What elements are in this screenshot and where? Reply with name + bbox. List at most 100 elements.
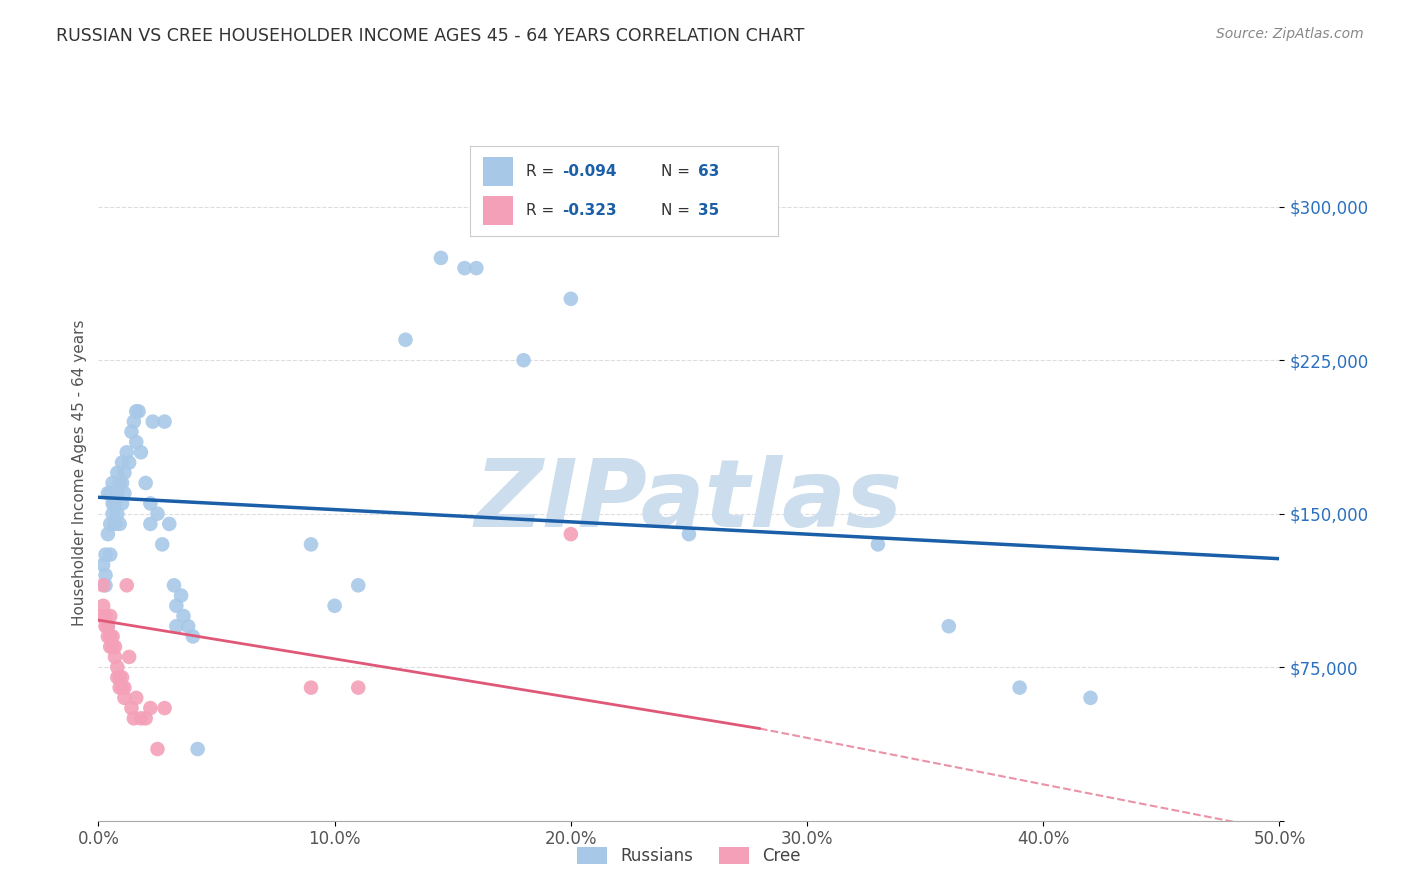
Point xyxy=(101,475,124,490)
Point xyxy=(146,742,169,756)
Point xyxy=(111,456,134,470)
Point xyxy=(111,681,134,695)
Text: Source: ZipAtlas.com: Source: ZipAtlas.com xyxy=(1216,27,1364,41)
Point xyxy=(347,681,370,695)
Point xyxy=(165,599,187,613)
Point xyxy=(142,415,165,429)
Point xyxy=(394,333,416,347)
Point xyxy=(98,630,121,644)
Point xyxy=(104,496,127,510)
Point xyxy=(111,670,134,684)
Point xyxy=(105,507,128,521)
Point xyxy=(139,701,162,715)
Point xyxy=(172,609,194,624)
Point xyxy=(129,445,152,459)
Point xyxy=(299,681,322,695)
Point xyxy=(512,353,534,368)
Point xyxy=(112,681,135,695)
Point xyxy=(118,456,141,470)
Point xyxy=(678,527,700,541)
Point xyxy=(111,496,134,510)
Point xyxy=(465,261,488,276)
Point xyxy=(129,711,152,725)
Point xyxy=(128,404,150,418)
Point xyxy=(97,486,120,500)
Point xyxy=(112,466,135,480)
Point xyxy=(122,415,145,429)
Point xyxy=(108,516,131,531)
Point xyxy=(105,660,128,674)
Text: ZIPatlas: ZIPatlas xyxy=(475,455,903,547)
Point xyxy=(104,649,127,664)
Point xyxy=(108,475,131,490)
Point xyxy=(153,415,176,429)
Text: -0.323: -0.323 xyxy=(562,203,617,219)
Point xyxy=(323,599,346,613)
Point xyxy=(135,711,157,725)
Point xyxy=(94,568,117,582)
Point xyxy=(125,690,148,705)
Point xyxy=(121,425,143,439)
Point xyxy=(157,516,180,531)
Point xyxy=(153,701,176,715)
Bar xyxy=(482,157,513,186)
Point xyxy=(112,690,135,705)
Point xyxy=(101,630,124,644)
Bar xyxy=(482,196,513,226)
Point xyxy=(105,486,128,500)
Point xyxy=(347,578,370,592)
Point xyxy=(938,619,960,633)
Point xyxy=(94,619,117,633)
Text: 35: 35 xyxy=(697,203,718,219)
Point xyxy=(98,486,121,500)
Point xyxy=(91,599,114,613)
Point xyxy=(97,619,120,633)
Text: N =: N = xyxy=(661,203,695,219)
Point xyxy=(111,475,134,490)
Point xyxy=(125,435,148,450)
Point xyxy=(430,251,453,265)
Point xyxy=(94,548,117,562)
Point xyxy=(94,578,117,592)
Text: -0.094: -0.094 xyxy=(562,163,617,178)
Point xyxy=(105,670,128,684)
Point xyxy=(118,649,141,664)
Point xyxy=(115,578,138,592)
Point xyxy=(101,507,124,521)
Point xyxy=(101,496,124,510)
Point xyxy=(115,445,138,459)
Point xyxy=(97,619,120,633)
Point xyxy=(150,537,173,551)
Point xyxy=(299,537,322,551)
Point xyxy=(187,742,209,756)
Point xyxy=(91,558,114,572)
Point xyxy=(97,527,120,541)
Point xyxy=(98,609,121,624)
Point xyxy=(105,466,128,480)
Point xyxy=(121,701,143,715)
Point xyxy=(146,507,169,521)
Text: 63: 63 xyxy=(697,163,718,178)
Point xyxy=(122,711,145,725)
Point xyxy=(163,578,186,592)
Point xyxy=(94,609,117,624)
Text: R =: R = xyxy=(526,163,558,178)
Point xyxy=(112,486,135,500)
Point xyxy=(181,630,204,644)
Text: N =: N = xyxy=(661,163,695,178)
Point xyxy=(560,527,582,541)
Point xyxy=(97,630,120,644)
Point xyxy=(560,292,582,306)
Point xyxy=(98,516,121,531)
Y-axis label: Householder Income Ages 45 - 64 years: Householder Income Ages 45 - 64 years xyxy=(72,319,87,626)
Point xyxy=(177,619,200,633)
Point xyxy=(139,516,162,531)
Legend: Russians, Cree: Russians, Cree xyxy=(571,840,807,871)
Point xyxy=(135,475,157,490)
Point xyxy=(108,681,131,695)
Point xyxy=(104,640,127,654)
Point xyxy=(104,516,127,531)
Point xyxy=(125,404,148,418)
Text: R =: R = xyxy=(526,203,558,219)
Point xyxy=(866,537,889,551)
